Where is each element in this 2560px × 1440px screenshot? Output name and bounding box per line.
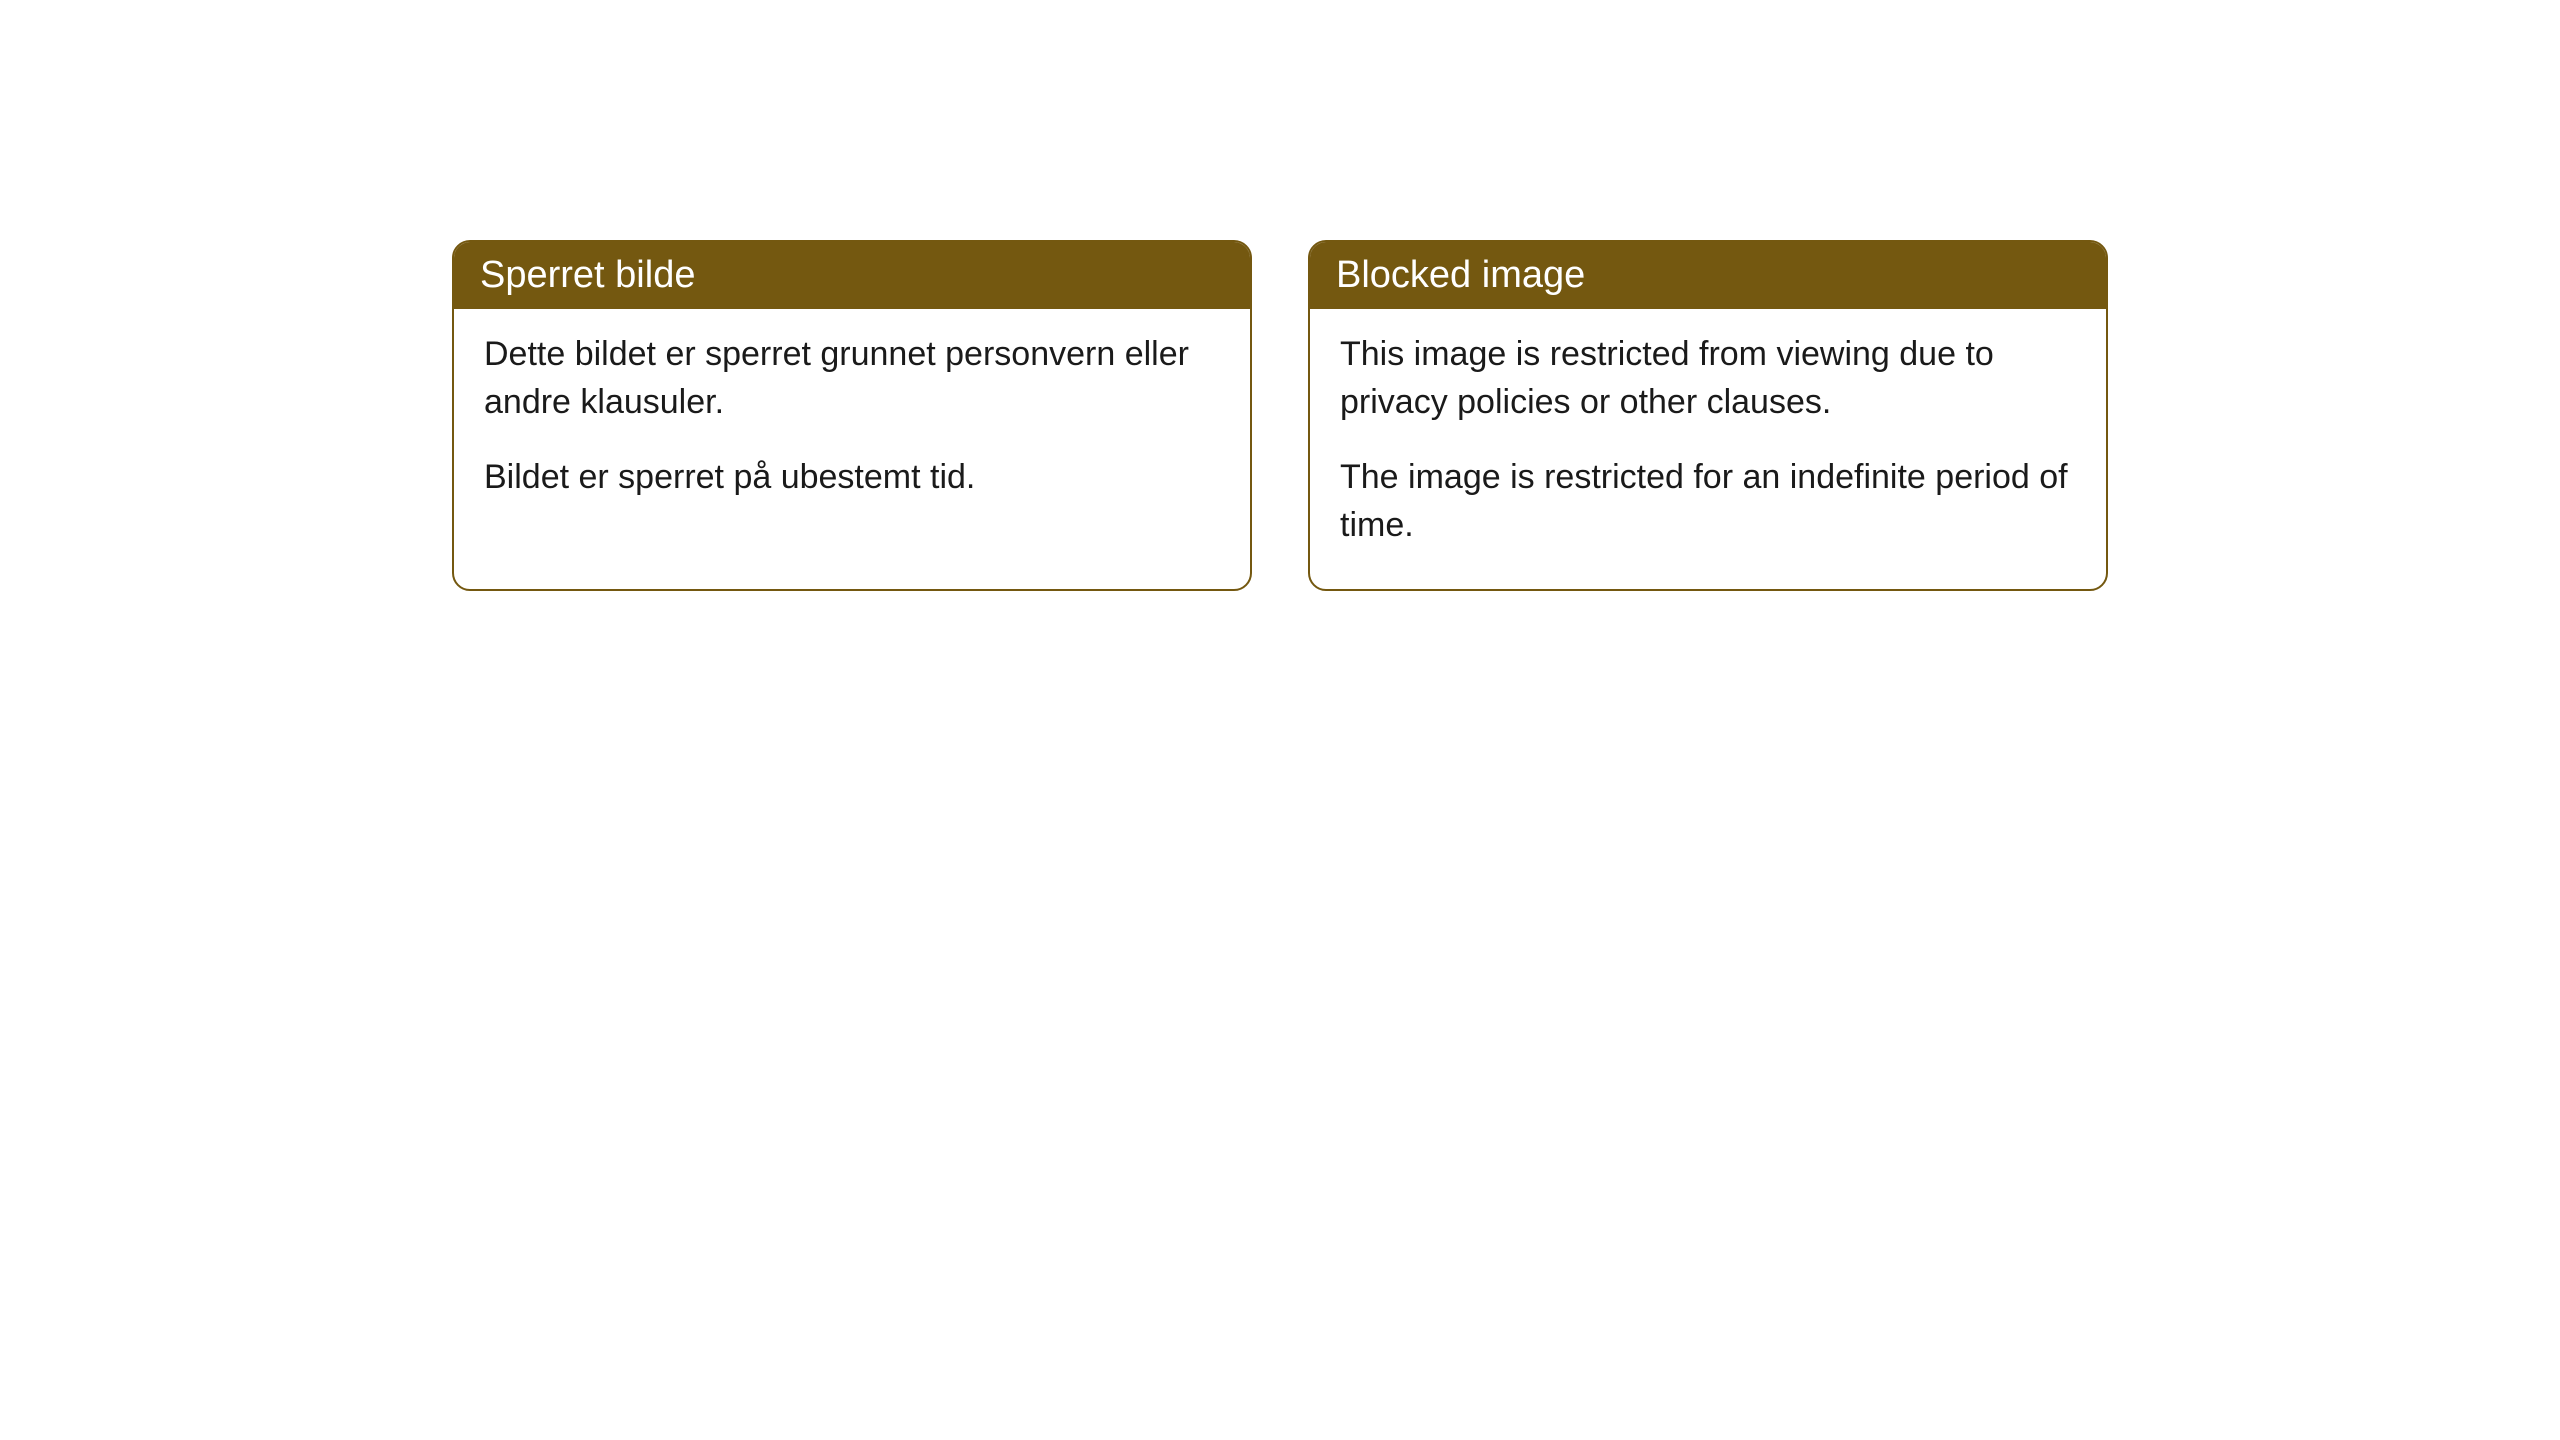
blocked-image-card-norwegian: Sperret bilde Dette bildet er sperret gr… [452, 240, 1252, 591]
card-header: Sperret bilde [454, 242, 1250, 309]
card-body: This image is restricted from viewing du… [1310, 309, 2106, 589]
card-paragraph: This image is restricted from viewing du… [1340, 331, 2076, 426]
card-container: Sperret bilde Dette bildet er sperret gr… [0, 240, 2560, 591]
card-paragraph: Dette bildet er sperret grunnet personve… [484, 331, 1220, 426]
blocked-image-card-english: Blocked image This image is restricted f… [1308, 240, 2108, 591]
card-paragraph: The image is restricted for an indefinit… [1340, 454, 2076, 549]
card-body: Dette bildet er sperret grunnet personve… [454, 309, 1250, 542]
card-paragraph: Bildet er sperret på ubestemt tid. [484, 454, 1220, 502]
card-header: Blocked image [1310, 242, 2106, 309]
